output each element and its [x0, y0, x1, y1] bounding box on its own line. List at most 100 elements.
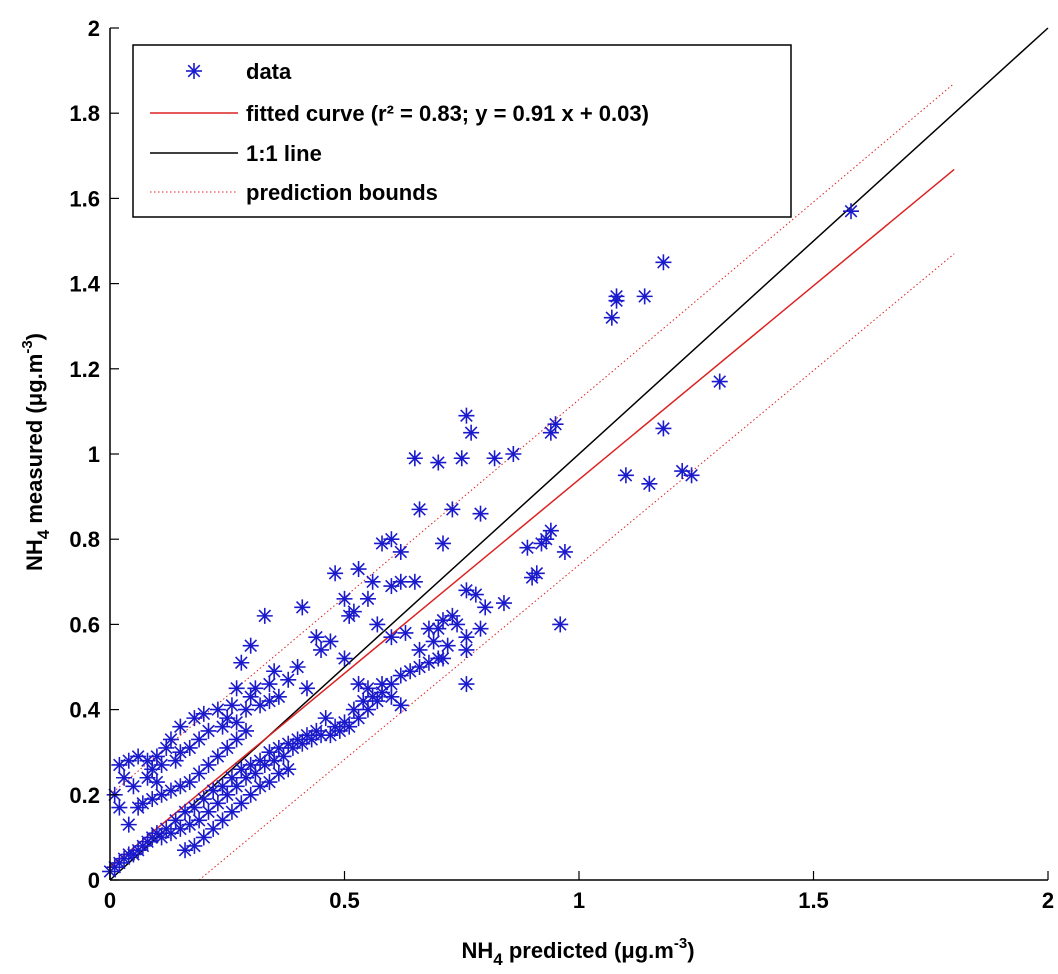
data-point	[617, 467, 634, 484]
star-stroke	[216, 720, 229, 733]
star-stroke	[474, 507, 487, 520]
star-stroke	[258, 609, 272, 623]
data-point	[369, 616, 386, 633]
star-stroke	[474, 622, 487, 635]
legend-label-fitted-curve: fitted curve (r² = 0.83; y = 0.91 x + 0.…	[246, 101, 649, 126]
data-point	[458, 641, 475, 658]
data-point	[411, 641, 428, 658]
star-stroke	[478, 601, 492, 614]
star-stroke	[220, 711, 234, 725]
star-stroke	[117, 771, 131, 785]
data-point	[186, 710, 203, 727]
star-stroke	[399, 626, 412, 640]
star-stroke	[342, 609, 356, 623]
data-point	[449, 616, 466, 633]
data-point	[238, 722, 255, 739]
data-point	[200, 722, 217, 739]
data-point	[209, 748, 226, 765]
y-axis-label: NH4 measured (μg.m-3)	[19, 333, 53, 571]
data-point	[524, 569, 541, 586]
star-stroke	[385, 690, 398, 704]
data-point	[420, 620, 437, 637]
x-tick-label: 0	[104, 888, 116, 913]
data-point	[209, 795, 226, 812]
data-point	[472, 505, 489, 522]
star-stroke	[113, 758, 126, 772]
star-stroke	[436, 537, 450, 550]
star-stroke	[244, 639, 258, 653]
star-stroke	[408, 575, 422, 589]
data-points	[102, 203, 860, 880]
star-stroke	[497, 596, 511, 610]
star-stroke	[122, 818, 136, 831]
data-point	[467, 586, 484, 603]
star-stroke	[413, 503, 426, 516]
data-point	[350, 676, 367, 693]
data-point	[364, 688, 381, 705]
star-stroke	[460, 677, 473, 691]
y-tick-label: 2	[88, 16, 100, 41]
star-stroke	[187, 64, 201, 78]
data-point	[711, 373, 728, 390]
prediction-bound-lower	[198, 253, 955, 881]
star-stroke	[113, 801, 126, 814]
data-point	[411, 501, 428, 518]
fitted-curve-line	[109, 168, 955, 868]
y-tick-label: 0.4	[69, 698, 100, 723]
star-stroke	[657, 255, 670, 269]
star-stroke	[535, 537, 548, 550]
star-stroke	[127, 779, 140, 793]
star-stroke	[164, 733, 178, 746]
axes	[109, 27, 1049, 881]
data-point	[463, 424, 480, 441]
star-stroke	[544, 426, 558, 440]
star-stroke	[361, 592, 375, 606]
data-point	[167, 752, 184, 769]
data-point	[341, 718, 358, 735]
data-point	[655, 420, 672, 437]
star-stroke	[460, 630, 473, 644]
data-point	[453, 450, 470, 467]
data-point	[223, 697, 240, 714]
data-point	[495, 595, 512, 612]
data-point	[228, 680, 245, 697]
y-tick-label: 0.6	[69, 612, 100, 637]
data-point	[294, 599, 311, 616]
star-stroke	[211, 703, 225, 716]
star-stroke	[460, 583, 473, 597]
data-point	[266, 663, 283, 680]
data-point	[655, 254, 672, 271]
star-stroke	[145, 831, 159, 844]
star-stroke	[281, 673, 295, 687]
data-point	[505, 446, 522, 462]
data-point	[336, 590, 353, 607]
legend: data fitted curve (r² = 0.83; y = 0.91 x…	[132, 44, 792, 218]
data-point	[434, 612, 451, 629]
data-point	[843, 203, 860, 220]
star-stroke	[239, 703, 253, 716]
data-point	[298, 680, 315, 697]
star-stroke	[657, 422, 670, 435]
star-stroke	[460, 643, 473, 657]
data-point	[556, 543, 573, 560]
star-stroke	[352, 677, 365, 691]
data-point	[153, 756, 170, 773]
star-stroke	[413, 643, 426, 657]
data-point	[374, 535, 391, 552]
star-stroke	[375, 677, 389, 691]
star-stroke	[713, 375, 727, 388]
data-point	[430, 650, 447, 667]
data-point	[125, 778, 142, 795]
star-stroke	[230, 681, 243, 695]
x-axis-label: NH4 predicted (μg.m-3)	[461, 935, 694, 969]
star-stroke	[638, 290, 651, 303]
data-point	[345, 701, 362, 718]
data-point	[519, 539, 536, 556]
data-point	[144, 829, 161, 846]
data-point	[162, 731, 179, 748]
data-point	[430, 454, 447, 471]
star-stroke	[553, 618, 567, 631]
reference-lines	[109, 27, 1049, 881]
data-point	[444, 501, 461, 518]
star-stroke	[685, 468, 698, 482]
